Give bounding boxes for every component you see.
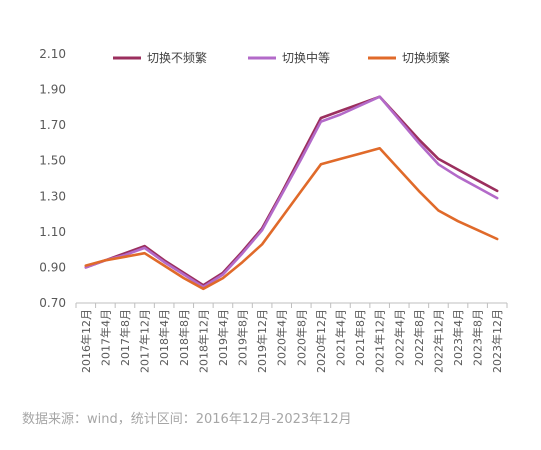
legend: 切换不频繁 切换中等 切换频繁: [113, 50, 450, 65]
x-axis: 2016年12月 2017年4月 2017年8月 2017年12月 2018年4月 201…: [75, 302, 508, 373]
y-tick-label: 1.90: [39, 83, 66, 97]
y-tick-label: 0.90: [39, 260, 66, 274]
x-tick-label: 2020年4月: [275, 309, 289, 366]
x-tick-label: 2023年4月: [451, 309, 465, 366]
y-tick-label: 1.70: [39, 118, 66, 132]
legend-label-3: 切换频繁: [402, 50, 450, 65]
source-note: 数据来源：wind，统计区间：2016年12月-2023年12月: [22, 412, 352, 427]
line-chart: 切换不频繁 切换中等 切换频繁 2.10 1.90 1.70 1.50 1.30 1.10 0.…: [39, 47, 508, 373]
y-tick-label: 0.70: [39, 296, 66, 310]
y-tick-label: 2.10: [39, 47, 66, 61]
x-tick-label: 2018年12月: [196, 309, 210, 373]
x-tick-label: 2020年12月: [314, 309, 328, 373]
x-tick-label: 2017年8月: [118, 309, 132, 366]
legend-label-2: 切换中等: [282, 50, 330, 65]
x-tick-label: 2022年4月: [392, 309, 406, 366]
series-line-2: [84, 95, 499, 289]
x-tick-label: 2021年12月: [373, 309, 387, 373]
x-tick-label: 2023年12月: [490, 309, 504, 373]
x-tick-label: 2017年12月: [138, 309, 152, 373]
x-tick-label: 2021年4月: [333, 309, 347, 366]
x-tick-label: 2018年8月: [177, 309, 191, 366]
x-tick-label: 2023年8月: [471, 309, 485, 366]
x-tick-label: 2019年12月: [255, 309, 269, 373]
x-tick-label: 2016年12月: [79, 309, 93, 373]
x-tick-label: 2020年8月: [294, 309, 308, 366]
x-tick-label: 2022年12月: [431, 309, 445, 373]
x-tick-label: 2018年4月: [157, 309, 171, 366]
y-axis: 2.10 1.90 1.70 1.50 1.30 1.10 0.90 0.70: [39, 47, 66, 310]
y-tick-label: 1.50: [39, 154, 66, 168]
x-tick-label: 2019年4月: [216, 309, 230, 366]
x-tick-label: 2021年8月: [353, 309, 367, 366]
x-tick-label: 2017年4月: [98, 309, 112, 366]
y-tick-label: 1.10: [39, 225, 66, 239]
legend-label-1: 切换不频繁: [147, 50, 207, 65]
x-tick-label: 2019年8月: [236, 309, 250, 366]
y-tick-label: 1.30: [39, 189, 66, 203]
x-tick-label: 2022年8月: [412, 309, 426, 366]
series-line-1: [84, 95, 499, 287]
series-layer: [84, 95, 499, 291]
series-line-3: [84, 147, 499, 291]
